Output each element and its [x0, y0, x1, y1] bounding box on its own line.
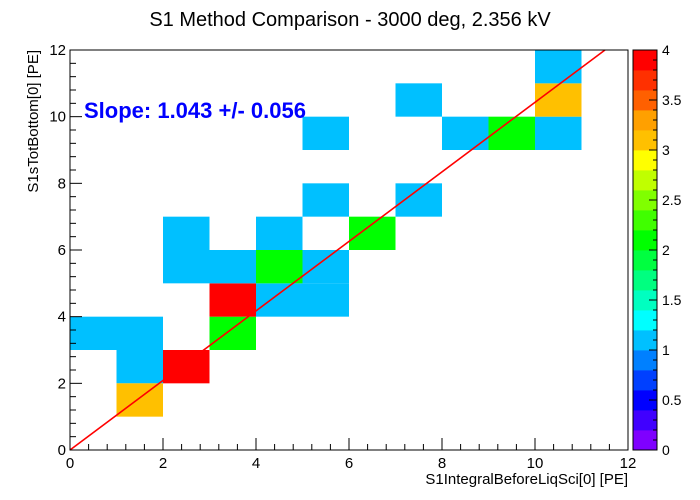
colorbar-segment: [633, 390, 657, 411]
colorbar-segment: [633, 350, 657, 371]
heatmap-cell: [535, 50, 582, 84]
x-axis-label: S1IntegralBeforeLiqSci[0] [PE]: [425, 471, 628, 488]
y-tick-label: 8: [58, 175, 66, 192]
fit-line-group: [69, 49, 606, 451]
heatmap-cell: [442, 116, 489, 150]
colorbar-segment: [633, 290, 657, 311]
heatmap-cell: [209, 283, 256, 317]
colorbar-segment: [633, 90, 657, 111]
heatmap-cell: [116, 350, 163, 384]
colorbar-segment: [633, 190, 657, 211]
colorbar-tick-label: 2: [662, 242, 670, 258]
y-tick-label: 6: [58, 242, 66, 259]
heatmap-cell: [302, 116, 349, 150]
colorbar-segment: [633, 130, 657, 151]
heatmap-cell: [256, 250, 303, 284]
colorbar-segment: [633, 210, 657, 231]
heatmap-cell: [302, 283, 349, 317]
x-tick-label: 2: [159, 455, 167, 472]
x-tick-label: 10: [527, 455, 544, 472]
colorbar-segment: [633, 370, 657, 391]
colorbar-segment: [633, 70, 657, 91]
x-axis: 0 2 4 6 8 10 12: [66, 438, 637, 472]
x-tick-label: 4: [252, 455, 260, 472]
heatmap-cells: [70, 50, 582, 417]
colorbar-segment: [633, 50, 657, 71]
colorbar-tick-label: 4: [662, 42, 670, 58]
colorbar-segment: [633, 430, 657, 451]
heatmap-cell: [116, 316, 163, 350]
colorbar-segment: [633, 330, 657, 351]
heatmap-cell: [70, 316, 117, 350]
colorbar-segment: [633, 170, 657, 191]
y-axis: 0 2 4 6 8 10 12: [49, 42, 82, 459]
heatmap-cell: [163, 216, 210, 250]
y-tick-label: 4: [58, 309, 66, 326]
heatmap-cell: [535, 83, 582, 117]
colorbar-tick-label: 1: [662, 342, 670, 358]
colorbar-segment: [633, 110, 657, 131]
heatmap-cell: [256, 216, 303, 250]
fit-line: [69, 49, 606, 451]
colorbar-tick-label: 0.5: [662, 392, 682, 408]
colorbar-tick-label: 1.5: [662, 292, 682, 308]
colorbar-tick-label: 3: [662, 142, 670, 158]
colorbar-segment: [633, 270, 657, 291]
x-tick-label: 0: [66, 455, 74, 472]
y-tick-label: 0: [58, 442, 66, 459]
heatmap-cell: [349, 216, 396, 250]
colorbar-tick-label: 0: [662, 442, 670, 458]
colorbar-segment: [633, 310, 657, 331]
y-tick-label: 10: [49, 109, 66, 126]
heatmap-cell: [488, 116, 535, 150]
chart-title: S1 Method Comparison - 3000 deg, 2.356 k…: [149, 9, 551, 31]
heatmap-cell: [302, 183, 349, 217]
heatmap-cell: [116, 383, 163, 417]
heatmap-cell: [302, 250, 349, 284]
heatmap-cell: [163, 250, 210, 284]
x-tick-label: 6: [345, 455, 353, 472]
colorbar-tick-label: 2.5: [662, 192, 682, 208]
heatmap-cell: [209, 250, 256, 284]
color-scale: 0 0.5 1 1.5 2 2.5 3 3.5 4: [632, 42, 682, 458]
heatmap-cell: [395, 83, 442, 117]
y-axis-label: S1sTotBottom[0] [PE]: [25, 50, 42, 193]
colorbar-segment: [633, 150, 657, 171]
y-tick-label: 12: [49, 42, 66, 59]
heatmap-cell: [163, 350, 210, 384]
x-tick-label: 8: [438, 455, 446, 472]
heatmap-cell: [256, 283, 303, 317]
slope-annotation: Slope: 1.043 +/- 0.056: [84, 98, 306, 123]
y-tick-label: 2: [58, 375, 66, 392]
x-tick-label: 12: [620, 455, 637, 472]
colorbar-tick-label: 3.5: [662, 92, 682, 108]
colorbar-segment: [633, 250, 657, 271]
colorbar-segment: [633, 410, 657, 431]
heatmap-cell: [535, 116, 582, 150]
heatmap-cell: [209, 316, 256, 350]
colorbar-segment: [633, 230, 657, 251]
